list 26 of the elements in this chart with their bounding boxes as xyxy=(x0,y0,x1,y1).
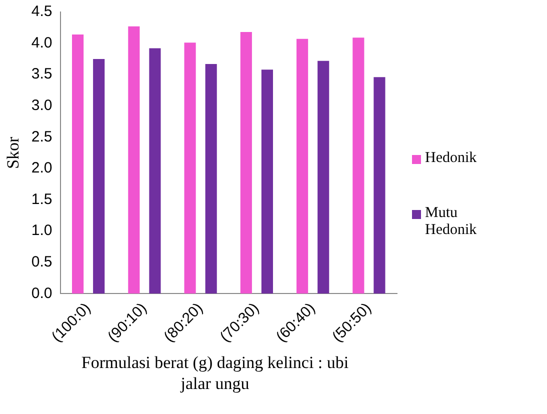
y-tick-label: 1.5 xyxy=(31,190,52,208)
bar xyxy=(296,38,308,294)
bar xyxy=(374,77,386,294)
y-tick-label: 2.5 xyxy=(31,128,52,146)
y-tick-label: 2.0 xyxy=(31,160,52,177)
bar xyxy=(352,38,364,294)
bar xyxy=(93,58,105,294)
y-tick-label: 3.0 xyxy=(31,97,52,114)
bar xyxy=(128,26,140,294)
y-tick-label: 4.5 xyxy=(31,3,52,20)
y-tick-label: 0.5 xyxy=(31,254,52,271)
bar xyxy=(318,60,330,294)
bar xyxy=(184,42,196,294)
bar xyxy=(240,32,252,294)
y-axis-title: Skor xyxy=(4,136,23,169)
bar xyxy=(205,64,217,294)
y-tick-label: 0.0 xyxy=(31,284,52,302)
legend-label: Hedonik xyxy=(425,150,477,167)
bar xyxy=(72,34,84,294)
bar xyxy=(261,70,273,294)
legend-label: Mutu Hedonik xyxy=(425,205,478,239)
y-tick-label: 3.5 xyxy=(31,66,52,83)
y-tick-label: 1.0 xyxy=(31,222,52,240)
y-tick-label: 4.0 xyxy=(31,34,52,52)
x-axis-title: Formulasi berat (g) daging kelinci : ubi jalar ungu xyxy=(80,352,350,394)
bar xyxy=(149,48,161,294)
